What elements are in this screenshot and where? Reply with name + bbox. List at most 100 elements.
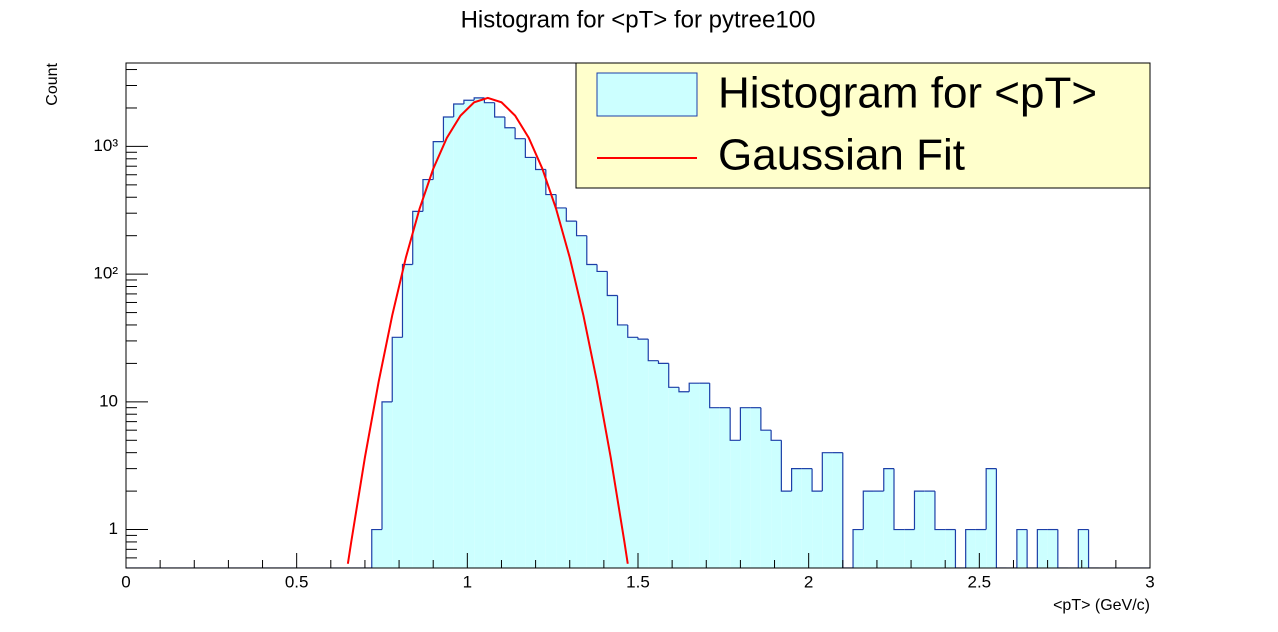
bar (1037, 529, 1048, 568)
bar (494, 116, 505, 568)
bar (402, 264, 413, 568)
x-tick-label: 3 (1145, 572, 1154, 591)
bar (986, 468, 997, 568)
bar (719, 407, 731, 568)
bar (965, 529, 976, 568)
bar (535, 169, 546, 568)
bar-outline (524, 138, 536, 159)
bar (433, 141, 444, 568)
bar-outline (842, 452, 854, 568)
bar-outline (954, 529, 966, 568)
bar-outline (596, 264, 608, 273)
bar (371, 529, 382, 568)
bar (914, 491, 925, 568)
y-tick-label: 10² (93, 264, 118, 283)
fit-line (346, 96, 629, 564)
bar (484, 102, 495, 568)
bar (658, 363, 669, 568)
bar-outline (985, 468, 997, 530)
bar-outline (1016, 528, 1028, 568)
bar-outline (401, 263, 413, 338)
bar (382, 401, 393, 568)
bar (791, 468, 802, 568)
bar (515, 138, 526, 568)
bar-outline (862, 490, 874, 530)
plot-area (126, 96, 1150, 568)
bar-outline (688, 382, 700, 392)
bar-outline (965, 528, 976, 568)
bar (597, 271, 608, 568)
bar (699, 383, 710, 568)
bar (678, 391, 690, 568)
bar (822, 452, 833, 568)
bar (945, 529, 956, 568)
bar-outline (791, 468, 802, 492)
bar-outline (1026, 529, 1038, 568)
bar (474, 97, 485, 568)
bar-outline (575, 221, 587, 237)
y-tick-label: 1 (109, 519, 118, 538)
bar-outline (381, 401, 393, 530)
x-axis-label: <pT> (GeV/c) (1053, 597, 1150, 614)
bar (638, 339, 649, 568)
bar-outline (893, 468, 905, 531)
bar-outline (391, 336, 403, 402)
bar-outline (678, 387, 690, 393)
bar (617, 324, 628, 568)
axes: 0 0.5 1 1.5 2 2.5 3 1 10 10² 10³ Histogram for <pT>… (93, 62, 1155, 591)
bar (853, 529, 864, 568)
bar-outline (852, 528, 864, 568)
chart-title: Histogram for <pT> for pytree100 (461, 6, 816, 33)
bar-outline (883, 468, 894, 492)
legend-label: Gaussian Fit (718, 131, 965, 180)
bar-outline (504, 116, 516, 129)
bar (750, 407, 761, 568)
bar-outline (442, 116, 454, 142)
bar-outline (739, 407, 751, 441)
bar-outline (995, 468, 1007, 568)
bar (1078, 529, 1089, 568)
bar-outline (627, 324, 638, 338)
bar-outline (606, 271, 618, 297)
bar (894, 529, 905, 568)
x-tick-label: 0.5 (285, 572, 309, 591)
bar (1047, 529, 1058, 568)
bar (607, 295, 618, 568)
bar-outline (565, 207, 577, 222)
bar-outline (616, 295, 628, 326)
bar-outline (811, 468, 823, 492)
bar-outline (1057, 529, 1069, 568)
bar (863, 491, 874, 568)
bar (504, 127, 516, 568)
bar (627, 337, 638, 568)
bar (453, 103, 464, 568)
y-tick-label: 10³ (93, 136, 118, 155)
bar (422, 179, 434, 568)
bar (832, 452, 843, 568)
bar-outline (729, 407, 741, 441)
bar (576, 235, 587, 568)
bar (668, 387, 679, 568)
bar (812, 491, 823, 568)
y-tick-label: 10 (99, 391, 118, 410)
bar-outline (1087, 529, 1099, 568)
bar (566, 221, 577, 568)
bar (924, 491, 935, 568)
bar (883, 468, 894, 568)
x-tick-label: 1 (463, 572, 472, 591)
bar (975, 529, 987, 568)
bar-outline (514, 127, 526, 140)
bar (730, 440, 741, 568)
bar (443, 116, 454, 568)
bar (771, 440, 782, 568)
bar (689, 383, 700, 568)
bar-outline (453, 103, 464, 117)
bar (525, 157, 536, 568)
bar-outline (934, 491, 946, 531)
bar (760, 430, 772, 568)
bar (392, 337, 403, 568)
bar-outline (709, 383, 720, 409)
legend-label: Histogram for <pT> (718, 69, 1097, 118)
